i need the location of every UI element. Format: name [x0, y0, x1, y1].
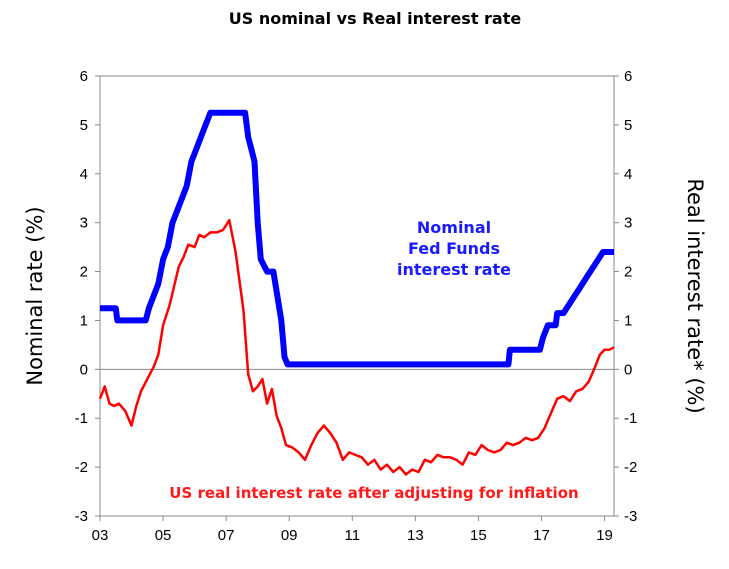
x-tick-label: 13: [407, 527, 424, 544]
right-tick-label: 6: [624, 68, 632, 85]
series-line-real-interest-rate: [98, 218, 615, 476]
right-axis: 6 5 4 3 2 1 0 -1 -2 -3: [614, 68, 637, 525]
right-tick-label: 0: [624, 361, 632, 378]
left-tick-label: -1: [75, 410, 88, 427]
left-axis: 6 5 4 3 2 1 0 -1 -2 -3: [75, 68, 100, 525]
x-tick-label: 11: [344, 527, 360, 544]
annotation-nominal-line-2: Fed Funds: [408, 239, 500, 258]
right-tick-label: 4: [624, 166, 632, 183]
plot-area: [99, 75, 615, 517]
series-points-nominal: [100, 113, 614, 365]
right-tick-label: 3: [624, 215, 632, 232]
annotation-nominal-line-3: interest rate: [397, 260, 511, 279]
right-axis-label: Real interest rate* (%): [683, 178, 707, 413]
x-tick-label: 09: [281, 527, 298, 544]
x-tick-label: 07: [218, 527, 235, 544]
left-tick-label: -2: [75, 459, 88, 476]
left-tick-label: 3: [80, 215, 88, 232]
series-line-nominal-fed-funds: [100, 109, 614, 368]
x-tick-label: 15: [470, 527, 487, 544]
annotation-nominal-line-1: Nominal: [417, 218, 491, 237]
chart-title: US nominal vs Real interest rate: [229, 9, 522, 28]
right-tick-label: -1: [624, 410, 637, 427]
x-tick-label: 19: [596, 527, 613, 544]
left-tick-label: 6: [80, 68, 88, 85]
x-tick-label: 17: [533, 527, 550, 544]
right-tick-label: 2: [624, 264, 632, 281]
right-tick-label: -3: [624, 508, 637, 525]
x-axis: 03 05 07 09 11 13 15 17 19: [92, 516, 613, 544]
left-tick-label: 1: [80, 312, 88, 329]
left-tick-label: 5: [80, 117, 88, 134]
x-tick-label: 05: [155, 527, 172, 544]
left-tick-label: 4: [80, 166, 88, 183]
right-tick-label: -2: [624, 459, 637, 476]
left-tick-label: -3: [75, 508, 88, 525]
right-tick-label: 1: [624, 312, 632, 329]
nominal-annotation: Nominal Fed Funds interest rate: [397, 218, 511, 279]
x-tick-label: 03: [92, 527, 109, 544]
left-tick-label: 0: [80, 361, 88, 378]
right-tick-label: 5: [624, 117, 632, 134]
annotation-real-rate: US real interest rate after adjusting fo…: [169, 484, 578, 502]
left-tick-label: 2: [80, 264, 88, 281]
left-axis-label: Nominal rate (%): [23, 206, 47, 385]
